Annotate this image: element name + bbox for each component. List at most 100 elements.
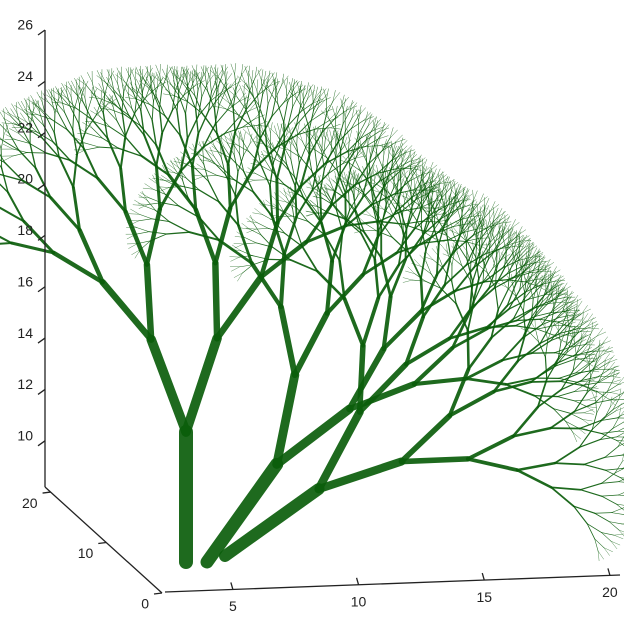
branch: [186, 338, 217, 432]
branch: [557, 397, 574, 401]
branch: [589, 354, 590, 364]
branch: [252, 70, 253, 81]
branch: [379, 128, 389, 132]
branch: [557, 392, 574, 397]
branch: [605, 469, 622, 471]
branch: [358, 122, 365, 135]
branch: [156, 65, 160, 75]
branch: [529, 274, 533, 283]
branch: [412, 280, 425, 281]
branch: [13, 153, 27, 156]
branch: [332, 106, 335, 117]
branch: [602, 533, 611, 542]
branch: [139, 214, 152, 219]
branch: [147, 265, 151, 340]
branch: [309, 111, 313, 130]
branch: [468, 242, 476, 257]
branch: [595, 513, 612, 514]
branch: [162, 77, 170, 84]
branch: [473, 190, 474, 200]
branch: [202, 155, 210, 161]
branch: [137, 228, 150, 232]
branch: [121, 136, 126, 169]
branch: [565, 292, 574, 297]
branch: [327, 261, 332, 313]
branch: [614, 534, 624, 535]
branch: [584, 464, 605, 470]
branch: [68, 82, 73, 92]
branch: [374, 131, 375, 145]
branch: [210, 78, 212, 92]
branch: [21, 101, 26, 111]
branch: [592, 391, 596, 400]
branch: [284, 104, 288, 123]
branch: [583, 312, 584, 322]
branch: [590, 339, 595, 347]
branch: [366, 132, 378, 140]
branch: [117, 88, 122, 98]
y-tick-label: 10: [78, 545, 94, 561]
x-tick-label: 15: [476, 589, 492, 605]
branch: [2, 123, 13, 124]
branch: [3, 156, 13, 161]
branch: [454, 183, 455, 193]
branch: [568, 304, 577, 309]
z-tick: [38, 389, 45, 394]
branch: [496, 246, 497, 256]
branch: [555, 447, 580, 463]
branch: [129, 244, 138, 249]
branch: [139, 219, 152, 221]
branch: [267, 90, 268, 104]
branch: [55, 87, 60, 97]
branch: [135, 80, 137, 94]
branch: [54, 88, 55, 99]
branch: [235, 172, 238, 195]
branch: [0, 243, 11, 245]
branch: [201, 83, 202, 97]
z-tick-label: 12: [17, 376, 33, 392]
branch: [581, 333, 582, 343]
branch: [364, 230, 377, 231]
z-tick: [38, 338, 45, 343]
branch: [488, 242, 490, 259]
branch: [618, 381, 624, 385]
page: 101214161820222426010205101520 (() => { …: [0, 0, 624, 621]
branch: [253, 213, 263, 215]
branch: [618, 482, 624, 483]
branch: [130, 209, 139, 214]
branch: [147, 67, 148, 78]
branch: [78, 133, 89, 134]
y-tick: [154, 593, 162, 594]
branch: [468, 331, 469, 369]
branch: [201, 67, 205, 77]
branch: [79, 105, 80, 124]
branch: [551, 487, 580, 489]
branch: [295, 186, 296, 216]
branch: [147, 209, 160, 265]
branch: [31, 95, 36, 105]
branch: [580, 490, 601, 496]
branch: [596, 391, 597, 401]
z-tick: [38, 30, 45, 35]
branch: [233, 108, 235, 133]
branch: [309, 102, 321, 111]
branch: [566, 332, 575, 335]
branch: [149, 232, 166, 234]
branch: [602, 473, 615, 483]
branch: [231, 64, 235, 74]
branch: [330, 124, 340, 128]
branch: [255, 67, 257, 78]
z-tick-label: 10: [17, 427, 33, 443]
branch: [103, 282, 152, 339]
y-axis: [45, 487, 162, 593]
branch: [614, 535, 623, 539]
branch: [83, 81, 88, 91]
branch: [73, 130, 77, 155]
branch: [151, 340, 186, 432]
branch: [306, 134, 307, 147]
branch: [491, 201, 495, 210]
branch: [517, 230, 525, 236]
branch: [185, 95, 188, 114]
branch: [577, 301, 582, 309]
branch: [257, 223, 268, 229]
